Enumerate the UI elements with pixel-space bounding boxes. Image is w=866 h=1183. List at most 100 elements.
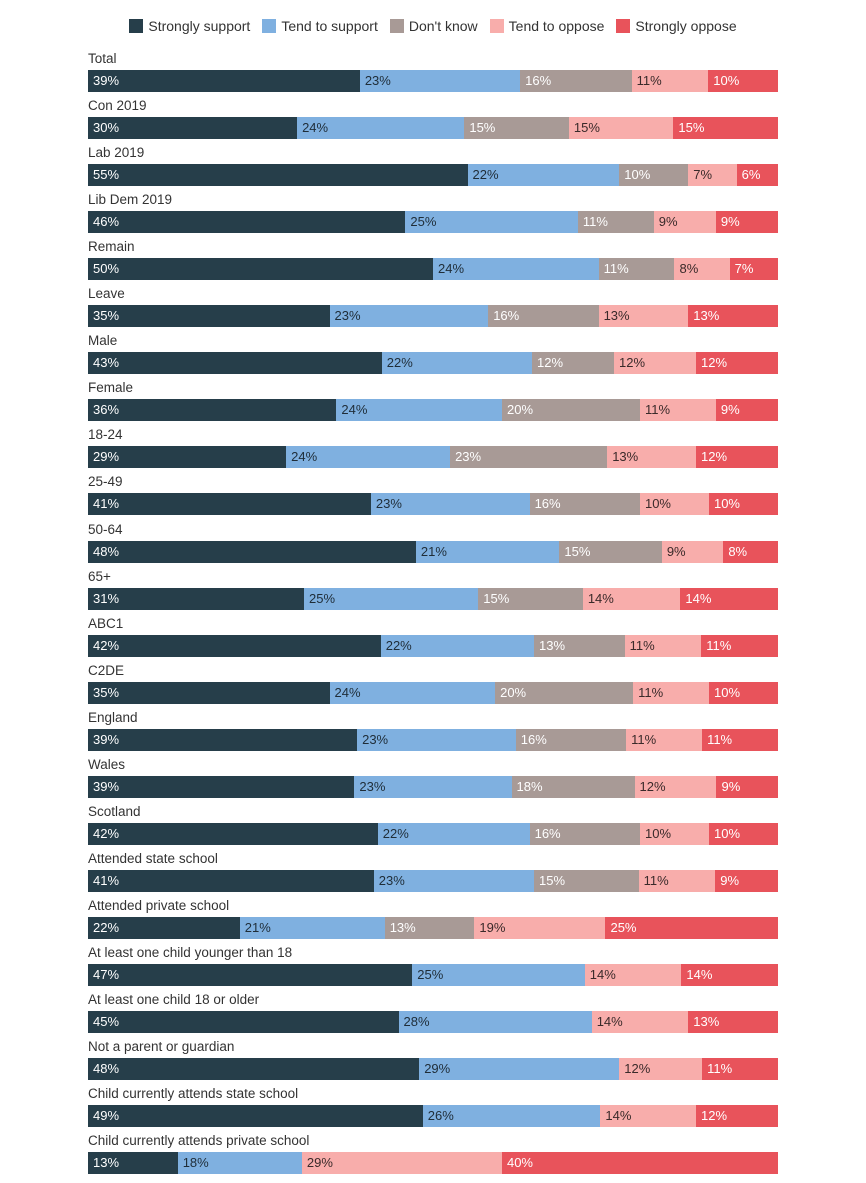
row-label: England [88,709,138,725]
stacked-bar: 48% 29% 12% 11% [88,1058,778,1081]
bar-segment: 23% [373,869,535,892]
bar-segment: 6% [736,164,778,187]
row-label: At least one child younger than 18 [88,944,293,960]
bar-segment: 16% [488,305,599,328]
bar-segment: 22% [467,164,620,187]
row-label: Wales [88,756,126,772]
bar-segment: 12% [696,1105,778,1128]
bar-segment: 23% [357,728,516,751]
bar-segment: 10% [708,822,778,845]
bar-segment: 13% [598,305,689,328]
bar-segment: 22% [88,916,240,939]
stacked-bar: 36% 24% 20% 11% 9% [88,399,778,422]
row-label: C2DE [88,662,125,678]
bar-segment: 25% [405,211,578,234]
legend: Strongly support Tend to support Don't kno… [0,15,866,37]
bar-segment: 11% [639,399,716,422]
bar-segment: 55% [88,164,468,187]
bar-segment: 9% [716,775,778,798]
bar-segment: 31% [88,587,305,610]
chart-row: Not a parent or guardian 48% 29% 12% 11% [88,1038,778,1085]
bar-segment: 39% [88,775,355,798]
row-label: Con 2019 [88,98,147,114]
legend-label: Tend to support [281,18,378,34]
row-label: Not a parent or guardian [88,1039,235,1055]
bar-segment: 10% [708,70,778,92]
bar-segment: 46% [88,211,406,234]
bar-segment: 15% [568,117,674,140]
row-label: Scotland [88,803,141,819]
row-label: Total [88,51,117,66]
legend-label: Strongly oppose [635,18,737,34]
bar-segment: 41% [88,493,371,516]
bar-segment: 22% [377,822,530,845]
bar-segment: 49% [88,1105,423,1128]
bar-segment: 11% [701,634,778,657]
bar-segment: 28% [398,1011,592,1033]
chart-row: 18-24 29% 24% 23% 13% 12% [88,426,778,473]
stacked-bar: 48% 21% 15% 9% 8% [88,540,778,563]
bar-segment: 10% [619,164,689,187]
bar-segment: 50% [88,258,433,281]
row-label: Attended state school [88,850,218,866]
bar-segment: 23% [354,775,512,798]
bar-segment: 30% [88,117,298,140]
bar-segment: 11% [638,869,716,892]
chart-row: 25-49 41% 23% 16% 10% 10% [88,473,778,520]
legend-swatch [389,19,404,33]
bar-segment: 40% [501,1152,778,1175]
chart-row: Attended private school 22% 21% 13% 19% 25% [88,897,778,944]
bar-segment: 39% [88,70,360,92]
stacked-bar: 41% 23% 15% 11% 9% [88,869,778,892]
bar-segment: 47% [88,963,413,986]
bar-segment: 12% [695,352,778,375]
bar-segment: 18% [177,1152,302,1175]
chart-row: ABC1 42% 22% 13% 11% 11% [88,615,778,662]
stacked-bar: 47% 25% 14% 14% [88,963,778,986]
chart-row: Scotland 42% 22% 16% 10% 10% [88,803,778,850]
bar-segment: 13% [607,446,696,469]
chart-row: 50-64 48% 21% 15% 9% 8% [88,521,778,568]
bar-segment: 25% [304,587,479,610]
chart-row: Attended state school 41% 23% 15% 11% 9% [88,850,778,897]
bar-segment: 13% [88,1152,178,1175]
bar-segment: 15% [673,117,778,140]
bar-segment: 11% [633,681,709,704]
bar-segment: 23% [359,70,521,92]
legend-swatch [262,19,277,33]
row-label: Child currently attends state school [88,1086,299,1102]
bar-segment: 16% [515,728,627,751]
legend-item: Tend to support [262,18,378,34]
chart-row: Wales 39% 23% 18% 12% 9% [88,756,778,803]
bar-segment: 15% [534,869,639,892]
bar-segment: 13% [688,305,778,328]
stacked-bar: 39% 23% 16% 11% 11% [88,728,778,751]
bar-segment: 9% [661,540,724,563]
bar-segment: 15% [478,587,583,610]
stacked-bar: 50% 24% 11% 8% 7% [88,258,778,281]
chart-row: C2DE 35% 24% 20% 11% 10% [88,662,778,709]
chart-row: At least one child 18 or older 45% 28% 14% 1… [88,991,778,1038]
bar-segment: 15% [464,117,569,140]
row-label: Female [88,380,134,396]
chart-row: At least one child younger than 18 47% 25%… [88,944,778,991]
stacked-bar: 55% 22% 10% 7% 6% [88,164,778,187]
bar-segment: 14% [600,1105,696,1128]
bar-segment: 23% [329,305,489,328]
bar-segment: 48% [88,1058,420,1081]
bar-segment: 24% [286,446,451,469]
bar-segment: 21% [239,916,385,939]
bar-segment: 45% [88,1011,399,1033]
row-label: 25-49 [88,474,123,490]
bar-segment: 24% [329,681,496,704]
bar-segment: 22% [380,634,535,657]
stacked-bar: 41% 23% 16% 10% 10% [88,493,778,516]
bar-segment: 8% [723,540,778,563]
bar-segment: 10% [708,493,778,516]
stacked-bar: 35% 23% 16% 13% 13% [88,305,778,328]
row-label: 50-64 [88,521,123,537]
chart-row: Child currently attends state school 49% 2… [88,1085,778,1132]
chart-row: Lib Dem 2019 46% 25% 11% 9% 9% [88,191,778,238]
legend-label: Don't know [408,18,478,34]
